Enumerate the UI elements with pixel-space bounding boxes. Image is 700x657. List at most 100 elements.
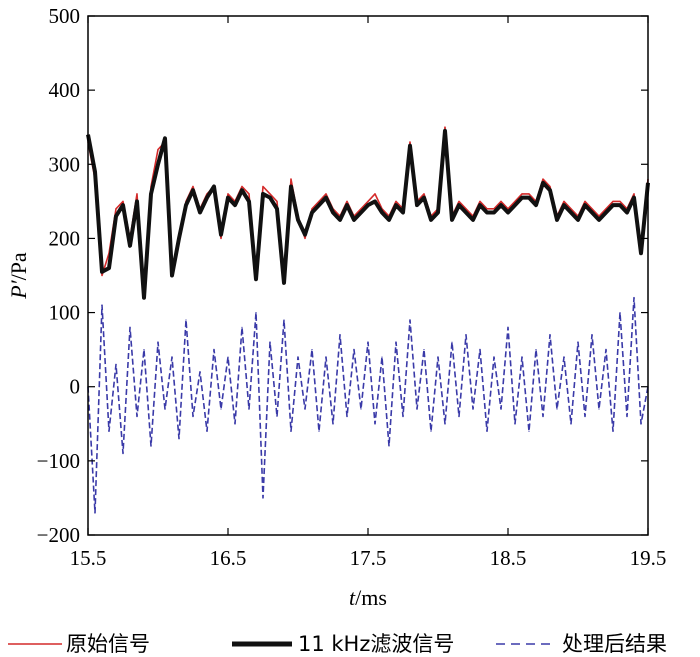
filtered-signal-line-point	[276, 208, 278, 210]
filtered-signal-line-point	[192, 189, 194, 191]
processed-result-line-point	[290, 430, 292, 432]
filtered-signal-line-point	[591, 211, 593, 214]
raw-signal-line-point	[157, 148, 159, 151]
processed-result-line-point	[297, 356, 299, 358]
raw-signal-line-point	[458, 200, 460, 202]
processed-result-line-point	[493, 356, 495, 358]
processed-result-line-point	[598, 408, 600, 410]
filtered-signal-line-point	[332, 211, 334, 214]
processed-result-line-point	[283, 319, 285, 321]
raw-signal-line-point	[619, 200, 621, 202]
processed-result-line-point	[269, 341, 271, 343]
raw-signal-line-point	[521, 193, 523, 195]
raw-signal-line-point	[374, 193, 376, 195]
filtered-signal-line-point	[507, 211, 509, 214]
raw-signal-line-point	[276, 200, 278, 202]
processed-result-line-point	[402, 415, 404, 417]
filtered-signal-line-point	[563, 204, 565, 206]
processed-result-line-point	[633, 297, 635, 299]
filtered-signal-line-point	[269, 197, 271, 199]
processed-result-line-point	[640, 423, 642, 425]
x-tick-label: 17.5	[350, 546, 387, 570]
x-axis-label-unit: /ms	[355, 585, 387, 610]
processed-result-line-point	[507, 326, 509, 328]
raw-signal-line-point	[500, 200, 502, 202]
filtered-signal-line-point	[227, 197, 229, 199]
processed-result-line-point	[577, 341, 579, 343]
raw-signal-line-point	[570, 208, 572, 210]
legend-label-processed-result: 处理后结果	[562, 632, 667, 656]
y-tick-label: 100	[49, 301, 81, 325]
processed-result-line-point	[304, 408, 306, 410]
processed-result-line-point	[101, 304, 103, 306]
filtered-signal-line	[86, 128, 650, 300]
filtered-signal-line-point	[115, 215, 117, 217]
processed-result-line-point	[444, 423, 446, 425]
filtered-signal-line-point	[360, 211, 362, 214]
filtered-signal-line-point	[514, 204, 516, 206]
raw-signal-line-point	[241, 185, 243, 188]
processed-result-line-point	[605, 349, 607, 351]
filtered-signal-line-point	[199, 211, 201, 214]
processed-result-line-point	[416, 408, 418, 410]
raw-signal-line-point	[549, 185, 551, 188]
filtered-signal-line-point	[423, 197, 425, 199]
filtered-signal-line-point	[185, 204, 187, 206]
processed-result-line-point	[437, 356, 439, 358]
filtered-signal-line-point	[633, 197, 635, 199]
raw-signal-line-point	[318, 200, 320, 202]
filtered-signal-line-point	[248, 200, 250, 202]
filtered-signal-line-point	[318, 204, 320, 206]
raw-signal-line-point	[122, 200, 124, 202]
processed-result-line-point	[619, 312, 621, 314]
processed-result-line-point	[248, 408, 250, 410]
raw-signal-line-point	[269, 193, 271, 195]
processed-result-line-point	[626, 415, 628, 417]
filtered-signal-line-point	[486, 211, 488, 214]
processed-result-line-point	[591, 334, 593, 336]
filtered-signal-line-point	[304, 234, 306, 236]
processed-result-line-point	[171, 356, 173, 358]
filtered-signal-line-point	[430, 219, 432, 221]
raw-signal-line-point	[563, 200, 565, 202]
filtered-signal-line-point	[612, 204, 614, 206]
raw-signal-line-point	[346, 200, 348, 202]
filtered-signal-line-point	[171, 274, 173, 277]
raw-signal-line-point	[304, 237, 306, 239]
processed-result-line-point	[430, 430, 432, 432]
filtered-signal-line-point	[451, 219, 453, 221]
y-axis-label-unit: /Pa	[6, 252, 31, 280]
plot-series-layer	[86, 126, 650, 514]
raw-signal-line-point	[584, 200, 586, 202]
processed-result-line-point	[325, 356, 327, 358]
raw-signal-line-point	[612, 200, 614, 202]
processed-result-line-point	[185, 319, 187, 321]
processed-result-line-point	[570, 423, 572, 425]
filtered-signal-line-point	[465, 211, 467, 214]
raw-signal-line-point	[423, 193, 425, 195]
filtered-signal-line-point	[297, 219, 299, 221]
raw-signal-line-point	[192, 185, 194, 188]
y-tick-label: 0	[70, 375, 81, 399]
raw-signal-line-point	[290, 178, 292, 180]
filtered-signal-line-point	[178, 237, 180, 239]
x-tick-label: 18.5	[490, 546, 527, 570]
processed-result-line-point	[409, 319, 411, 321]
raw-signal-line-point	[605, 208, 607, 210]
processed-result-line-point	[255, 312, 257, 314]
processed-result-line-point	[143, 349, 145, 351]
x-tick-label: 16.5	[210, 546, 247, 570]
filtered-signal-line-point	[584, 204, 586, 206]
raw-signal-line-point	[479, 200, 481, 202]
raw-signal-line-point	[262, 185, 264, 188]
raw-signal-line-point	[115, 208, 117, 210]
raw-signal-line-point	[409, 141, 411, 143]
filtered-signal-line-point	[605, 211, 607, 214]
filtered-signal-line-point	[108, 267, 110, 269]
filtered-signal-line-point	[458, 204, 460, 206]
processed-result-line-point	[150, 445, 152, 447]
raw-signal-line-point	[360, 208, 362, 210]
raw-signal-line-point	[311, 208, 313, 210]
processed-result-line-point	[136, 415, 138, 417]
processed-result-line-point	[332, 423, 334, 425]
